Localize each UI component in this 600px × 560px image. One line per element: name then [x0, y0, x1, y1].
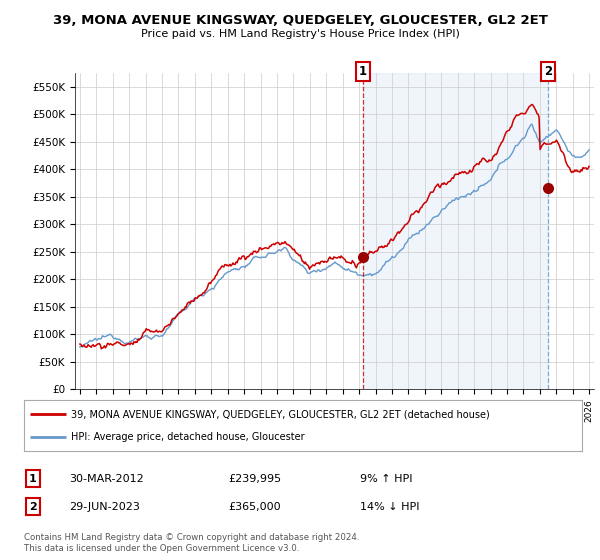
Text: 14% ↓ HPI: 14% ↓ HPI	[360, 502, 419, 512]
Text: £365,000: £365,000	[228, 502, 281, 512]
Text: HPI: Average price, detached house, Gloucester: HPI: Average price, detached house, Glou…	[71, 432, 305, 442]
Text: 2: 2	[29, 502, 37, 512]
Text: 1: 1	[29, 474, 37, 484]
Text: 9% ↑ HPI: 9% ↑ HPI	[360, 474, 413, 484]
Text: Price paid vs. HM Land Registry's House Price Index (HPI): Price paid vs. HM Land Registry's House …	[140, 29, 460, 39]
Bar	[363, 73, 548, 389]
Text: 2: 2	[544, 66, 552, 78]
Text: 29-JUN-2023: 29-JUN-2023	[69, 502, 140, 512]
Text: 1: 1	[359, 66, 367, 78]
Text: 39, MONA AVENUE KINGSWAY, QUEDGELEY, GLOUCESTER, GL2 2ET (detached house): 39, MONA AVENUE KINGSWAY, QUEDGELEY, GLO…	[71, 409, 490, 419]
Text: 30-MAR-2012: 30-MAR-2012	[69, 474, 144, 484]
Text: Contains HM Land Registry data © Crown copyright and database right 2024.
This d: Contains HM Land Registry data © Crown c…	[24, 533, 359, 553]
Text: £239,995: £239,995	[228, 474, 281, 484]
Text: 39, MONA AVENUE KINGSWAY, QUEDGELEY, GLOUCESTER, GL2 2ET: 39, MONA AVENUE KINGSWAY, QUEDGELEY, GLO…	[53, 14, 547, 27]
